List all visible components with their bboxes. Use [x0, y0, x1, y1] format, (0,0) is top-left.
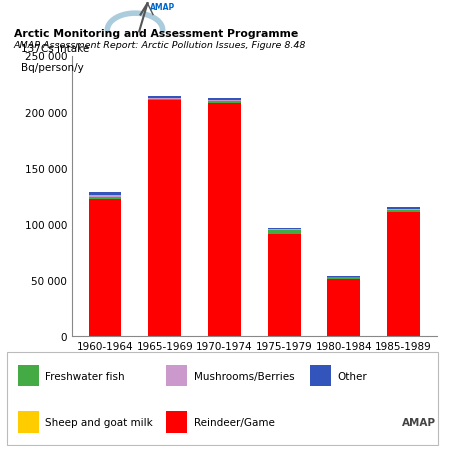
Bar [89, 197, 122, 199]
Text: AMAP: AMAP [402, 417, 436, 427]
Bar [89, 199, 122, 336]
Bar [208, 103, 241, 336]
Bar [208, 102, 241, 103]
Bar [387, 210, 420, 211]
Bar [148, 99, 181, 100]
Bar [148, 97, 181, 99]
Text: AMAP: AMAP [150, 3, 176, 12]
Bar [18, 412, 39, 433]
Text: Bq/person/y: Bq/person/y [21, 63, 84, 73]
Bar [387, 208, 420, 210]
Bar [328, 279, 360, 336]
Bar [18, 365, 39, 387]
Text: Sheep and goat milk: Sheep and goat milk [45, 417, 153, 427]
Bar [268, 230, 301, 234]
Text: Reindeer/Game: Reindeer/Game [194, 417, 274, 427]
Text: 137Cs intake: 137Cs intake [21, 44, 89, 54]
Text: Other: Other [338, 371, 367, 381]
Bar [89, 196, 122, 197]
Bar [208, 101, 241, 102]
Bar [268, 229, 301, 230]
Bar [268, 234, 301, 336]
Text: Arctic Monitoring and Assessment Programme: Arctic Monitoring and Assessment Program… [14, 29, 298, 39]
Bar [387, 211, 420, 213]
Bar [166, 412, 187, 433]
Bar [89, 193, 122, 196]
Text: Freshwater fish: Freshwater fish [45, 371, 125, 381]
Bar [166, 365, 187, 387]
Bar [328, 277, 360, 278]
Text: AMAP Assessment Report: Arctic Pollution Issues, Figure 8.48: AMAP Assessment Report: Arctic Pollution… [14, 41, 306, 50]
Bar [148, 101, 181, 336]
Bar [208, 99, 241, 101]
Bar [328, 278, 360, 279]
Bar [148, 100, 181, 101]
Bar [387, 213, 420, 336]
Text: Mushrooms/Berries: Mushrooms/Berries [194, 371, 294, 381]
Bar [310, 365, 331, 387]
